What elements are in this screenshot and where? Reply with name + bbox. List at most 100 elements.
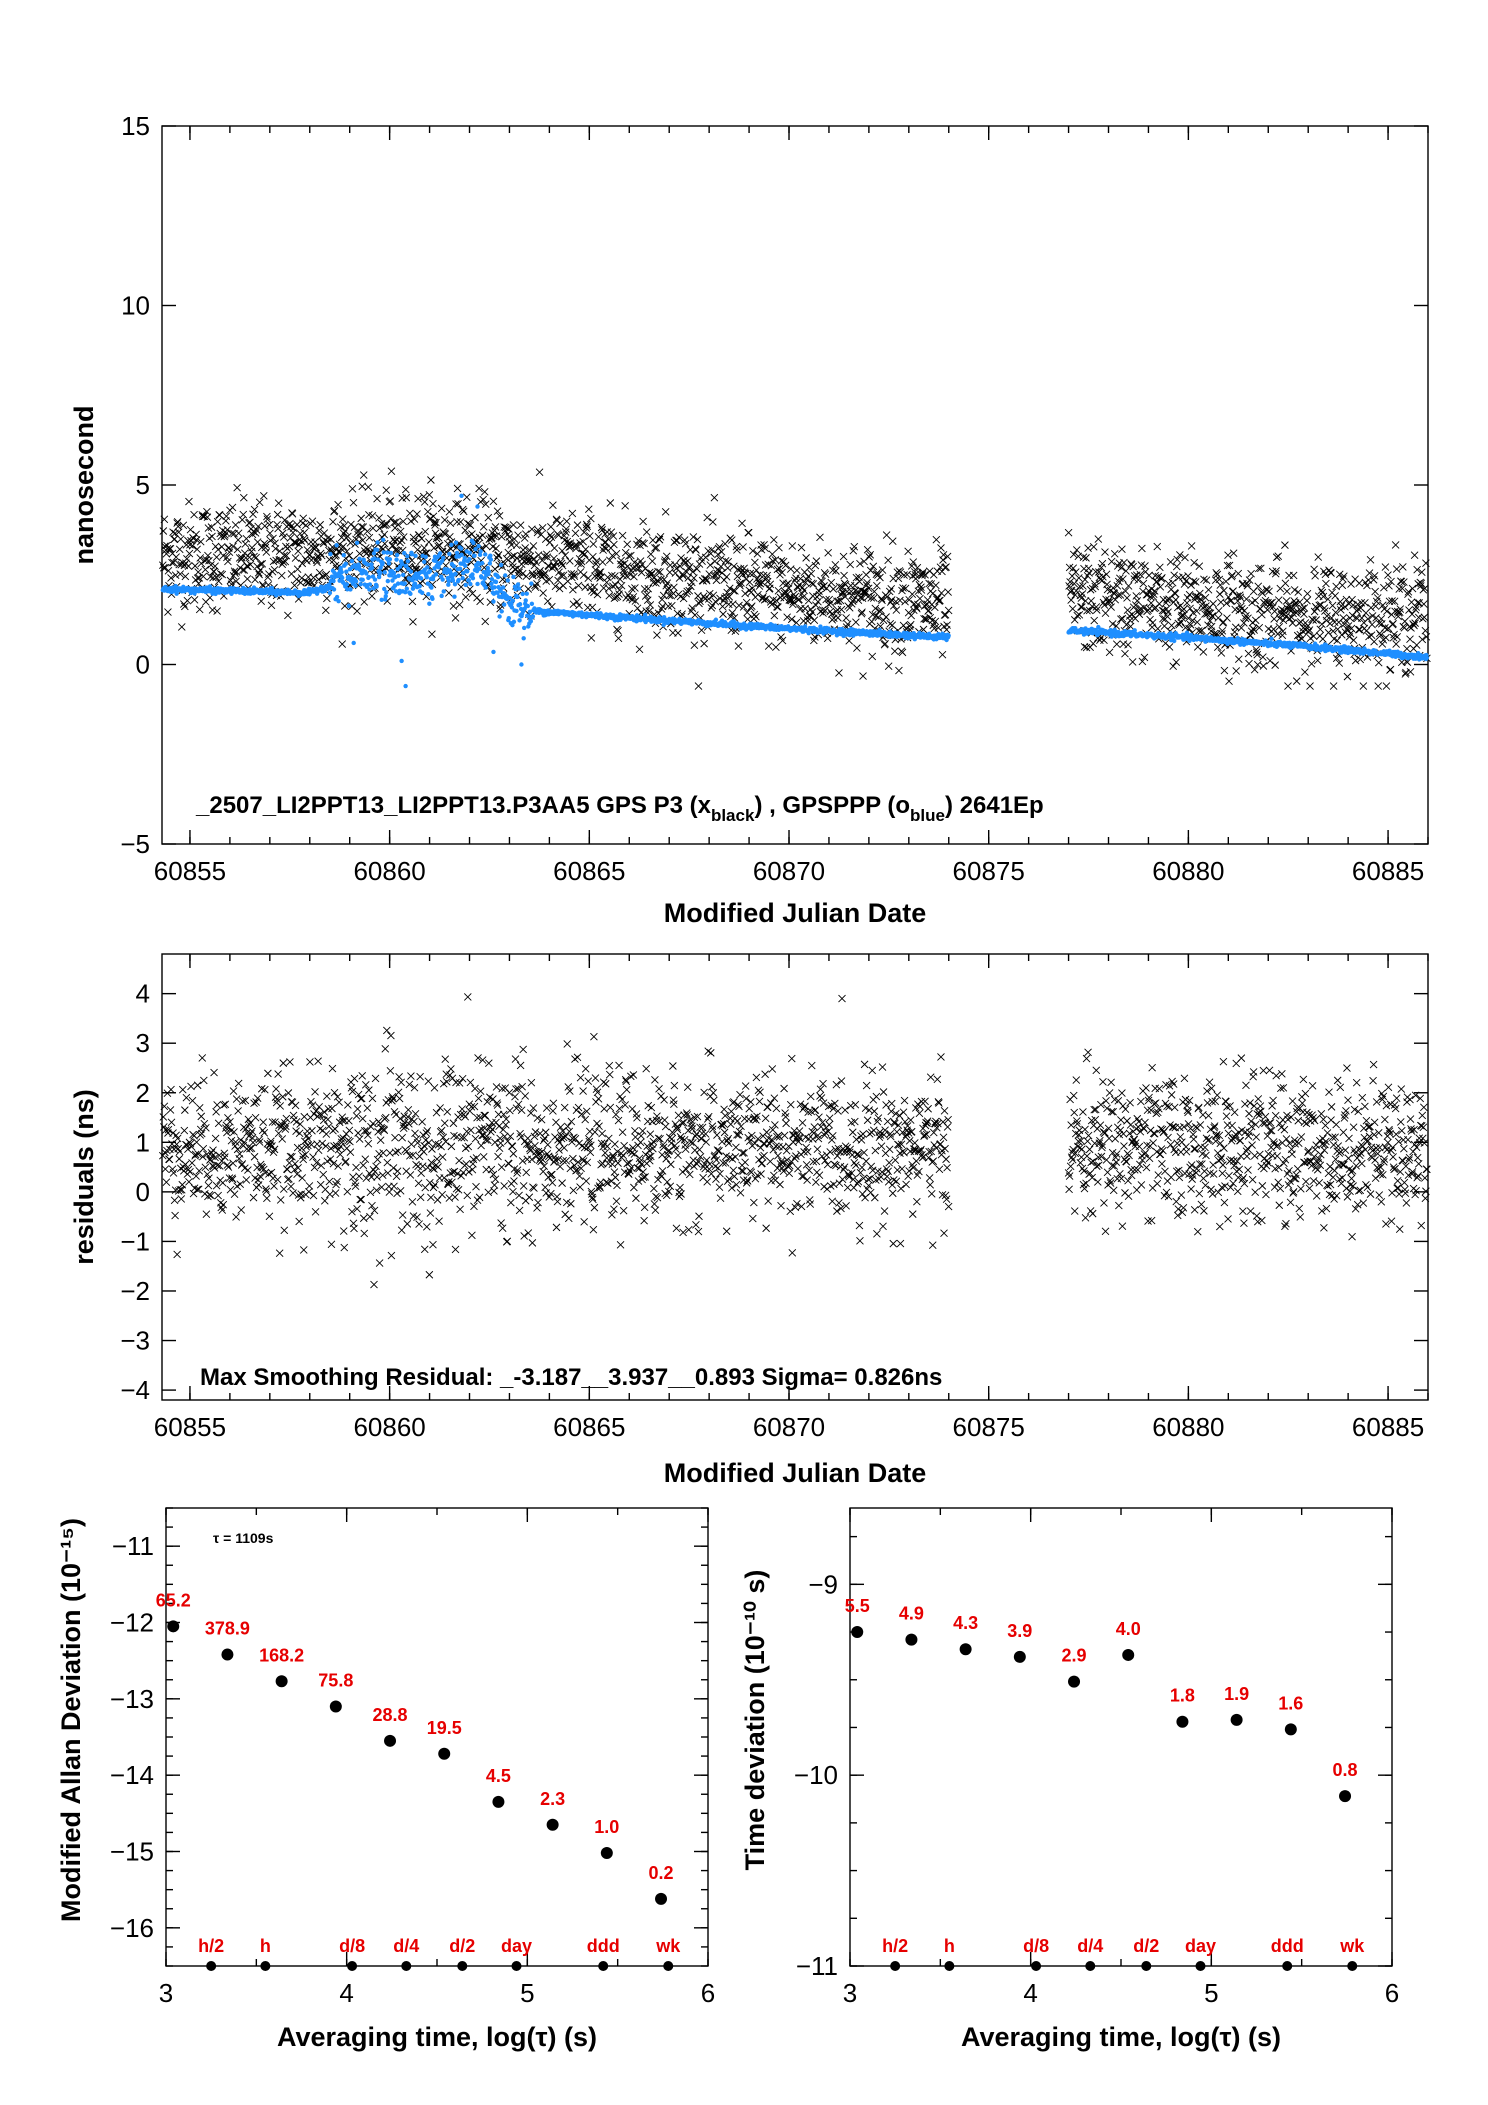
black-x-mark [1096, 636, 1104, 645]
black-x-mark [509, 521, 518, 529]
black-x-mark [1285, 614, 1294, 623]
residual-x-mark [213, 1101, 221, 1109]
series-black-x-marks [158, 467, 1431, 690]
black-x-mark [190, 510, 198, 519]
black-x-mark [941, 611, 950, 619]
black-x-mark [641, 564, 649, 573]
black-x-mark [660, 575, 668, 584]
black-x-mark [840, 571, 848, 580]
black-x-mark [1311, 571, 1319, 580]
black-x-mark [1289, 571, 1298, 580]
black-x-mark [786, 565, 795, 573]
black-x-mark [496, 601, 505, 609]
black-x-mark [771, 556, 780, 564]
black-x-mark [193, 545, 201, 554]
blue-dot [486, 569, 492, 574]
black-x-mark [719, 610, 727, 618]
blue-dot [394, 552, 400, 558]
black-x-mark [524, 585, 533, 593]
black-x-mark [212, 573, 220, 581]
black-x-mark [413, 510, 421, 518]
black-x-mark [172, 553, 180, 561]
black-x-mark [604, 584, 613, 593]
black-x-mark [888, 537, 897, 545]
black-x-mark [379, 521, 388, 529]
blue-dot [523, 598, 528, 603]
black-x-mark [515, 566, 524, 574]
black-x-mark [525, 557, 534, 565]
blue-dot [405, 554, 410, 559]
black-x-mark [1090, 616, 1099, 625]
black-x-mark [1333, 636, 1342, 645]
blue-dot [459, 552, 464, 558]
black-x-mark [688, 604, 697, 612]
black-x-mark [195, 605, 204, 614]
blue-dot [405, 558, 411, 564]
black-x-mark [1293, 631, 1302, 640]
black-x-mark [633, 604, 642, 613]
residual-x-mark [178, 1085, 187, 1094]
black-x-mark [1329, 682, 1338, 690]
black-x-mark [181, 572, 190, 581]
residual-x-mark [193, 1081, 202, 1090]
black-x-mark [722, 572, 731, 581]
black-x-mark [224, 557, 232, 566]
blue-dot [366, 574, 372, 580]
residual-x-mark [186, 1168, 194, 1176]
residual-x-mark [279, 1185, 288, 1193]
black-x-mark [807, 569, 816, 578]
black-x-mark [345, 551, 354, 560]
black-x-mark [639, 517, 647, 526]
black-x-mark [696, 597, 704, 606]
black-x-mark [297, 574, 306, 582]
residual-x-mark [161, 1165, 170, 1173]
residual-x-mark [250, 1152, 259, 1161]
black-x-mark [164, 567, 173, 575]
residual-x-mark [300, 1137, 309, 1146]
black-x-mark [561, 528, 570, 536]
blue-dot [517, 602, 523, 607]
blue-dot [402, 581, 407, 586]
black-x-mark [457, 583, 465, 591]
black-x-mark [201, 565, 210, 574]
black-x-mark [937, 589, 946, 597]
black-x-mark [282, 551, 291, 560]
y-tick-label: 3 [136, 1028, 150, 1058]
black-x-mark [303, 557, 311, 565]
black-x-mark [435, 541, 444, 550]
black-x-mark [623, 540, 632, 549]
black-x-mark [693, 565, 701, 573]
black-x-mark [672, 564, 681, 573]
black-x-mark [640, 539, 648, 548]
blue-dot [525, 603, 530, 609]
black-x-mark [823, 634, 832, 643]
residual-x-mark [249, 1193, 258, 1202]
blue-dot [404, 586, 410, 591]
black-x-mark [453, 518, 461, 526]
black-x-mark [290, 581, 299, 590]
black-x-mark [1383, 607, 1391, 616]
black-x-mark [1301, 668, 1309, 676]
black-x-mark [532, 558, 540, 567]
black-x-mark [219, 551, 228, 560]
black-x-mark [585, 532, 594, 540]
black-x-mark [314, 575, 323, 584]
black-x-mark [1172, 658, 1181, 666]
black-x-mark [255, 498, 264, 507]
black-x-mark [743, 615, 752, 623]
black-x-mark [1368, 620, 1376, 629]
black-x-mark [265, 520, 274, 529]
black-x-mark [341, 527, 350, 535]
black-x-mark [1110, 549, 1119, 558]
black-x-mark [168, 558, 176, 567]
black-x-mark [643, 596, 652, 605]
black-x-mark [784, 584, 793, 592]
black-x-mark [1331, 591, 1339, 600]
black-x-mark [711, 597, 720, 606]
black-x-mark [658, 595, 666, 604]
black-x-mark [1303, 596, 1311, 605]
black-x-mark [1240, 606, 1249, 615]
black-x-mark [1422, 633, 1431, 641]
black-x-mark [555, 584, 564, 593]
black-x-mark [185, 549, 194, 558]
